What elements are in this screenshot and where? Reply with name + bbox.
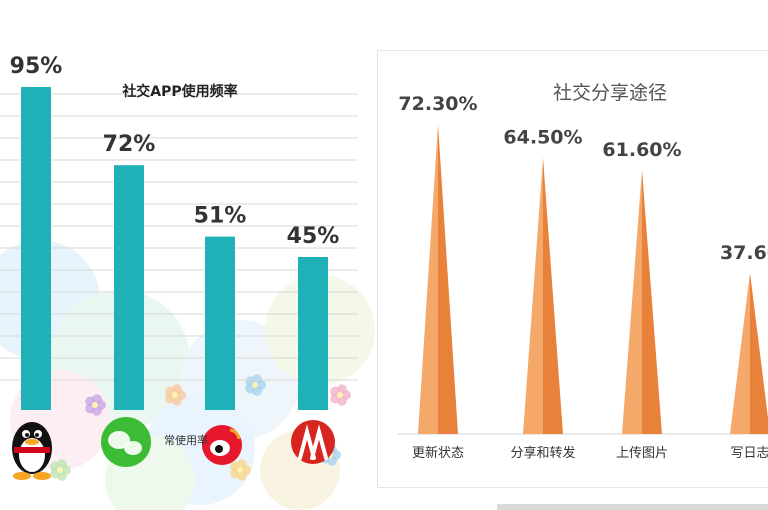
social-sharing-chart-panel: 社交分享途径 72.30% 64.50% 61.60% 37.60 更新状态 分享和转发… [377,50,768,488]
data-label: 45% [287,224,340,249]
data-labels: 95% 72% 51% 45% [10,54,340,249]
chart-title: 社交分享途径 [553,82,667,104]
renren-icon [291,420,335,464]
cone-bar-2 [523,157,563,435]
tick-label: 更新状态 [412,445,464,461]
data-label: 72% [103,132,156,157]
data-label: 64.50% [503,126,582,148]
social-sharing-chart: 社交分享途径 72.30% 64.50% 61.60% 37.60 更新状态 分享和转发… [398,82,768,461]
cone-bar-4 [730,272,768,434]
data-label: 51% [194,204,247,229]
bars [21,87,328,410]
cone-bar-3 [622,169,662,434]
chart-title: 社交APP使用频率 [121,83,237,100]
tick-label: 上传图片 [616,446,668,461]
data-label: 72.30% [398,93,477,115]
bar-微博 [205,236,235,410]
social-app-usage-chart-panel: 95% 72% 51% 45% 社交APP使用频率 常使用率 [0,0,376,510]
data-label: 61.60% [602,139,681,161]
wechat-icon [101,417,151,467]
data-label: 37.60 [720,242,768,264]
cone-bar-1 [418,124,458,435]
app-icons [12,417,335,480]
partial-caption: 常使用率 [164,433,208,447]
decor-flower [230,459,251,481]
bar-微信 [114,165,144,410]
scrollbar-strip [497,504,768,510]
data-label: 95% [10,54,63,79]
decor-flower [165,384,186,406]
bar-QQ [21,87,51,410]
decor-flower [330,384,351,406]
decor-flower [50,459,71,481]
bar-人人 [298,257,328,410]
weibo-icon [202,425,242,465]
category-tick-labels: 更新状态 分享和转发 上传图片 写日志 [412,445,768,461]
tick-label: 分享和转发 [510,445,575,461]
social-app-usage-chart: 95% 72% 51% 45% 社交APP使用频率 常使用率 [0,54,375,510]
decor-flower [85,394,106,416]
data-labels: 72.30% 64.50% 61.60% 37.60 [398,93,768,264]
tick-label: 写日志 [730,446,768,461]
decor-flower [245,374,266,396]
cone-bars [418,124,768,435]
qq-penguin-icon [12,422,52,480]
